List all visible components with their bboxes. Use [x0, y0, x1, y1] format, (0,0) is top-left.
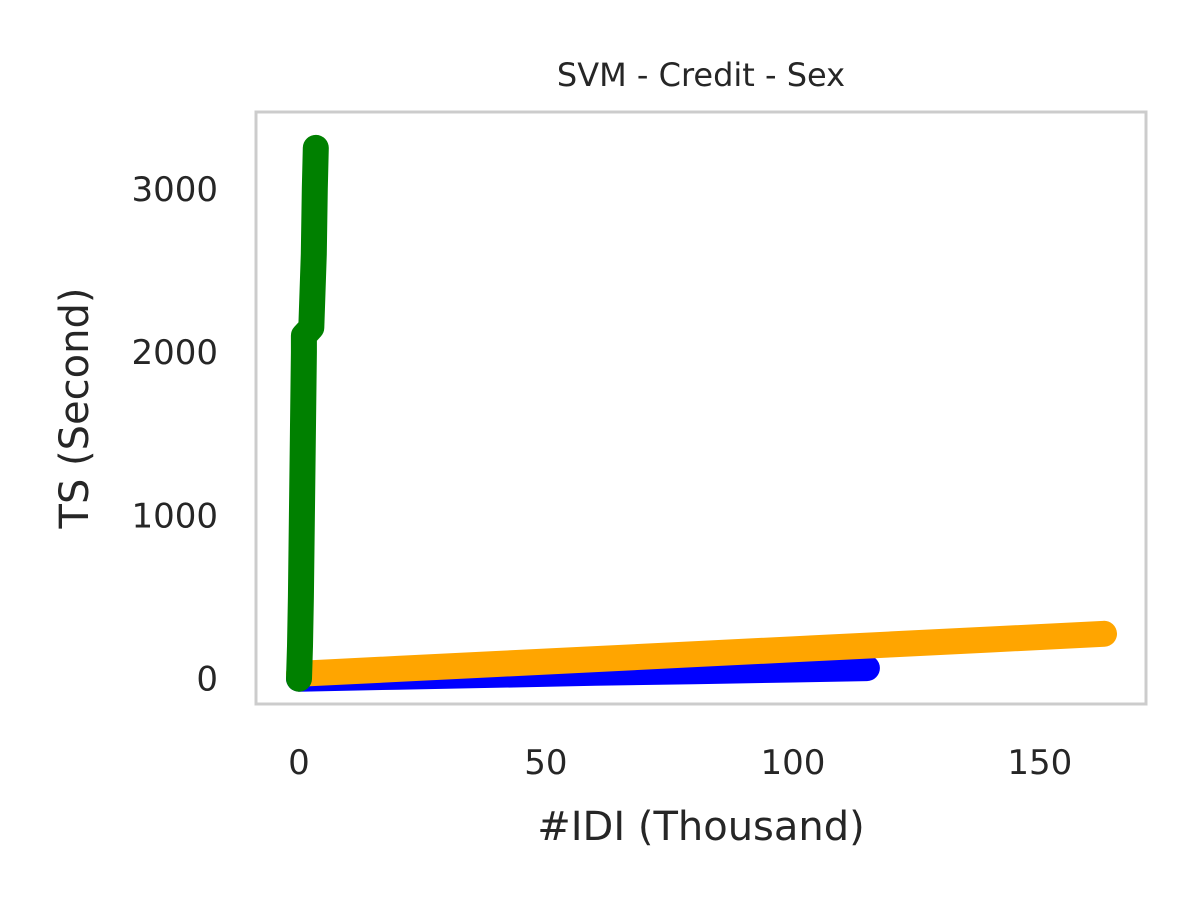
y-tick-label: 3000 — [131, 170, 218, 210]
series-layer — [286, 134, 1117, 692]
x-tick-label: 100 — [760, 743, 825, 783]
x-tick-label: 0 — [288, 743, 310, 783]
x-tick-label: 50 — [524, 743, 567, 783]
y-tick-label: 0 — [196, 660, 218, 700]
chart-title: SVM - Credit - Sex — [557, 56, 845, 94]
y-tick-label: 2000 — [131, 333, 218, 373]
x-tick-labels: 0 50 100 150 — [288, 743, 1072, 783]
series-line-2 — [286, 134, 329, 692]
x-axis-label: #IDI (Thousand) — [537, 804, 865, 850]
y-axis-label: TS (Second) — [52, 288, 98, 530]
x-tick-label: 150 — [1007, 743, 1072, 783]
plot-frame — [254, 110, 1148, 706]
series-line-1 — [286, 620, 1117, 687]
y-tick-labels: 0 1000 2000 3000 — [131, 170, 218, 700]
y-tick-label: 1000 — [131, 496, 218, 536]
